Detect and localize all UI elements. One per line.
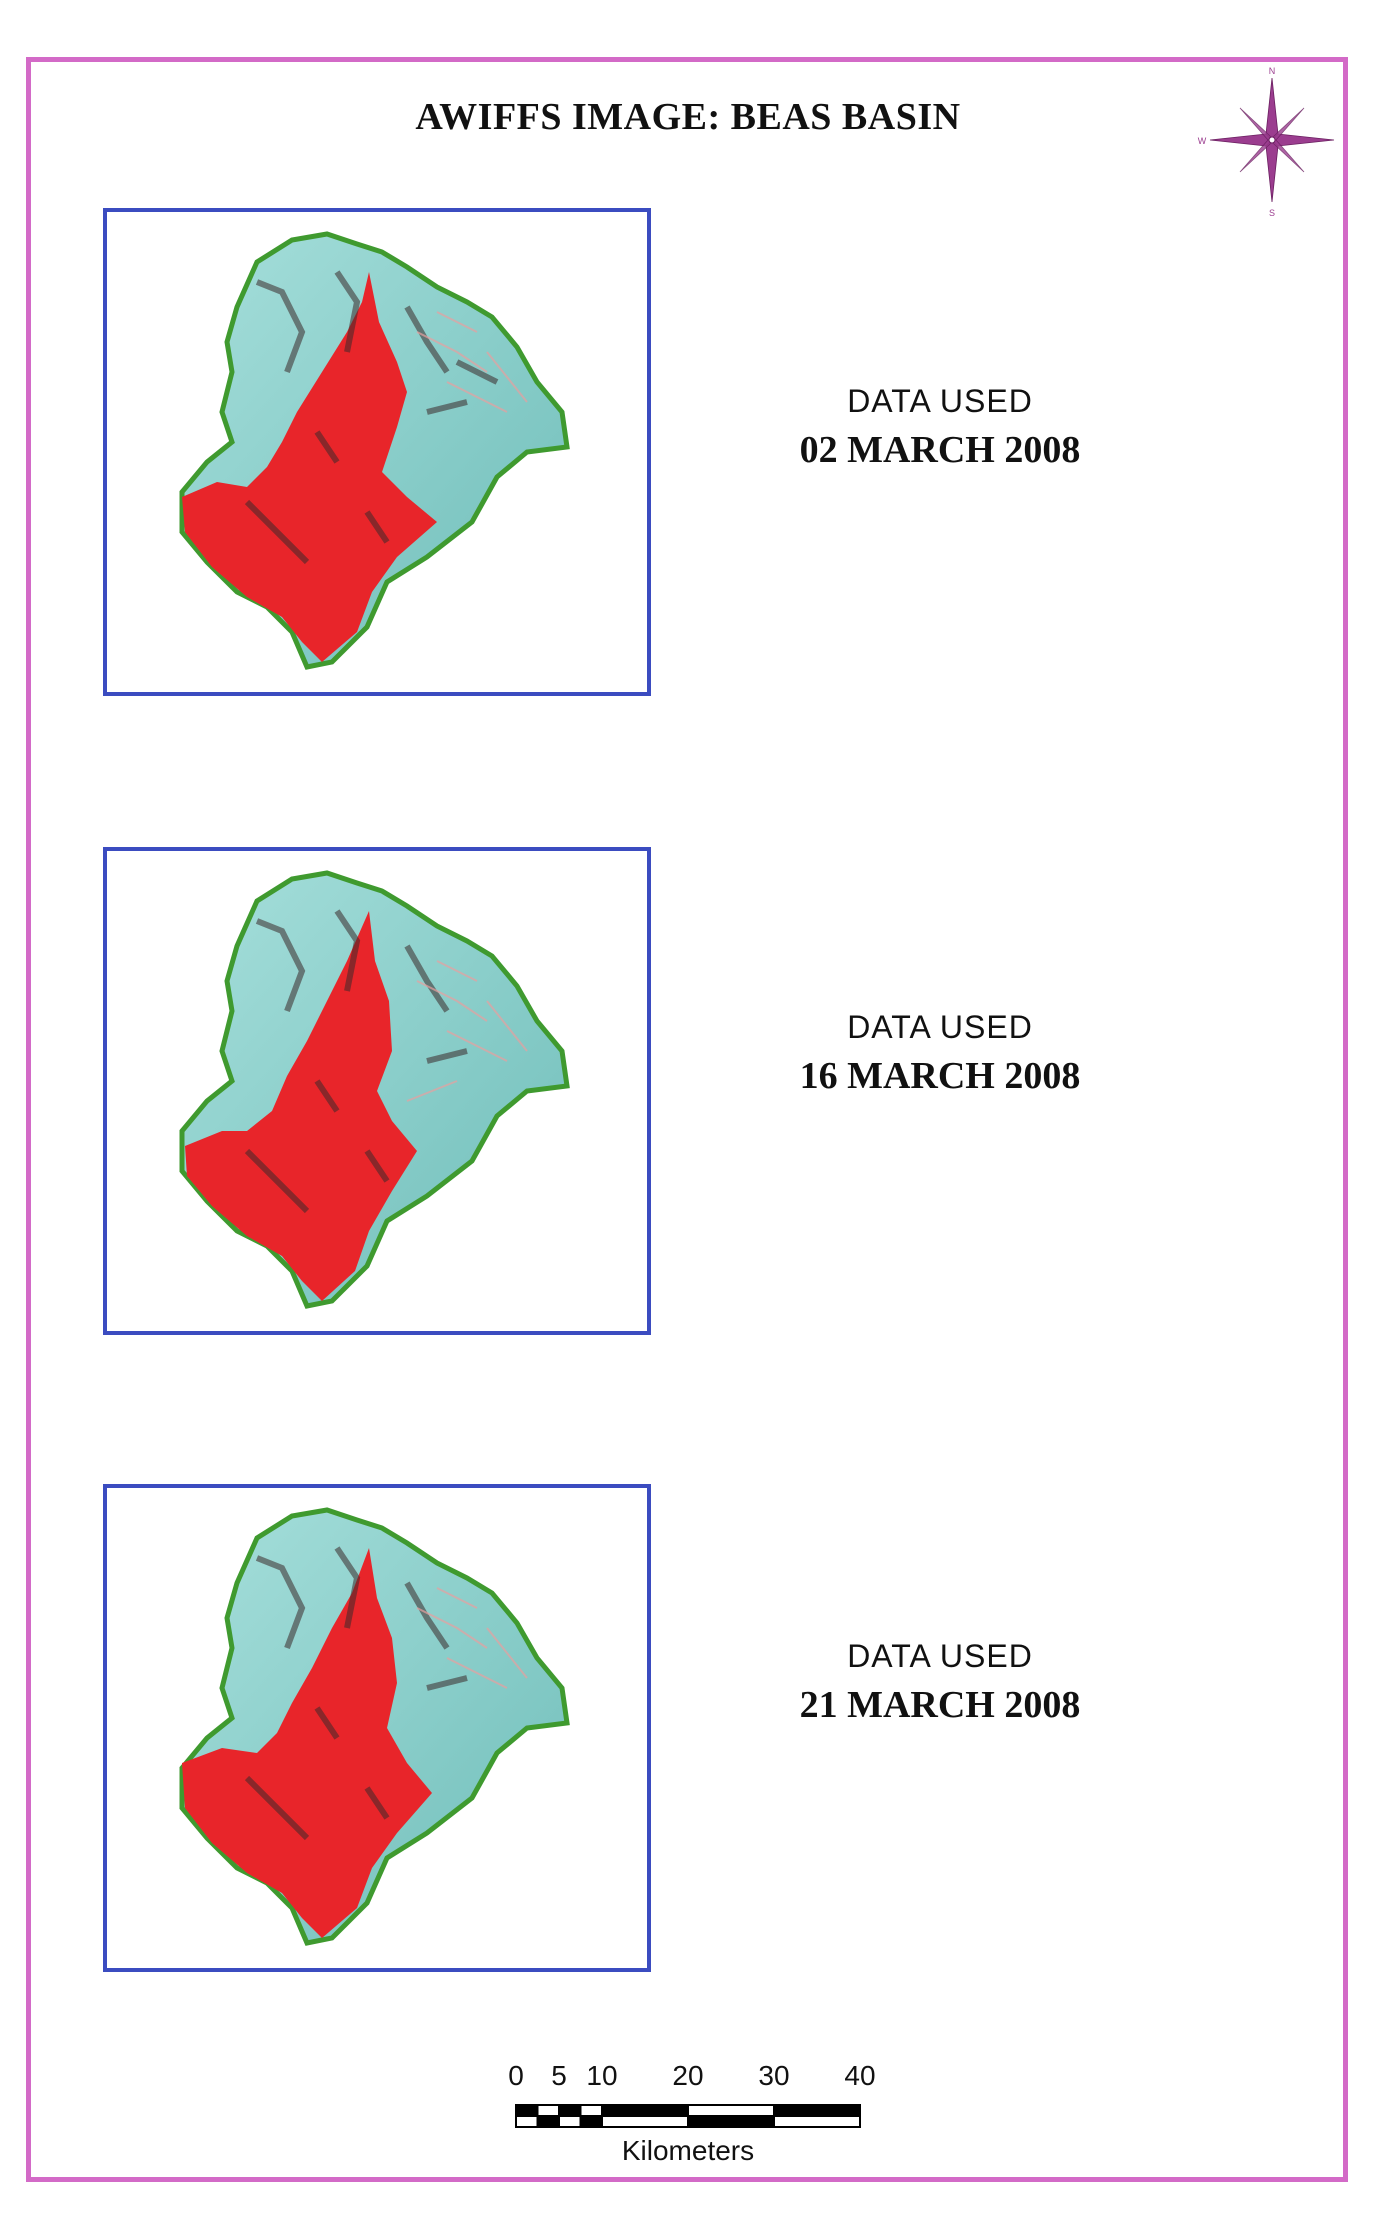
non-snow-area (185, 911, 417, 1301)
map-panel-3 (103, 1484, 651, 1972)
map-title: AWIFFS IMAGE: BEAS BASIN (415, 96, 961, 138)
map-frame (26, 57, 1348, 2182)
basin-map-2 (179, 870, 570, 1309)
non-snow-area (182, 272, 437, 662)
compass-north-letter: N (1269, 66, 1276, 76)
terrain-shadow (244, 270, 499, 565)
caption-1: DATA USED 02 MARCH 2008 (740, 381, 1140, 475)
scale-tick-10: 10 (586, 2060, 617, 2091)
caption-2: DATA USED 16 MARCH 2008 (740, 1007, 1140, 1101)
basin-map-3 (179, 1507, 570, 1946)
map-panel-1 (103, 208, 651, 696)
terrain-highlight (406, 960, 528, 1102)
scale-tick-40: 40 (844, 2060, 875, 2091)
caption-date: 02 MARCH 2008 (799, 429, 1081, 471)
scale-tick-5: 5 (551, 2060, 567, 2091)
compass-rose-icon: N W S (1198, 66, 1335, 218)
non-snow-area (182, 1548, 432, 1938)
scale-unit-label: Kilometers (622, 2135, 754, 2166)
caption-label: DATA USED (847, 383, 1033, 419)
terrain-shadow (244, 909, 468, 1214)
caption-3: DATA USED 21 MARCH 2008 (740, 1636, 1140, 1730)
basin-map-1 (179, 231, 570, 670)
terrain-shadow (244, 1546, 468, 1841)
compass-west-letter: W (1198, 136, 1207, 146)
caption-label: DATA USED (847, 1638, 1033, 1674)
caption-date: 16 MARCH 2008 (799, 1055, 1081, 1097)
scale-tick-20: 20 (672, 2060, 703, 2091)
caption-date: 21 MARCH 2008 (799, 1684, 1081, 1726)
map-panel-2 (103, 847, 651, 1335)
terrain-highlight (416, 311, 528, 413)
terrain-highlight (416, 1587, 528, 1689)
caption-label: DATA USED (847, 1009, 1033, 1045)
scale-bar: 0 5 10 20 30 40 Kilometers (508, 2060, 875, 2166)
compass-south-letter: S (1269, 208, 1275, 218)
scale-tick-0: 0 (508, 2060, 524, 2091)
scale-tick-30: 30 (758, 2060, 789, 2091)
